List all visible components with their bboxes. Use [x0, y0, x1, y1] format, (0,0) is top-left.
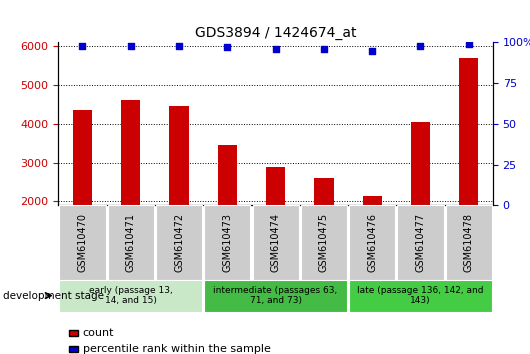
Text: GSM610478: GSM610478 — [464, 213, 474, 272]
Point — [78, 43, 87, 48]
Text: GSM610474: GSM610474 — [271, 213, 280, 272]
Text: development stage: development stage — [3, 291, 104, 301]
Point — [464, 41, 473, 47]
Point — [320, 46, 328, 52]
Text: GSM610476: GSM610476 — [367, 213, 377, 272]
Text: GSM610475: GSM610475 — [319, 213, 329, 272]
Point — [127, 43, 135, 48]
Text: count: count — [83, 328, 114, 338]
Bar — [411, 122, 430, 279]
Bar — [218, 145, 237, 279]
Bar — [363, 196, 382, 279]
Bar — [73, 110, 92, 279]
Text: early (passage 13,
14, and 15): early (passage 13, 14, and 15) — [89, 286, 173, 305]
Text: GSM610473: GSM610473 — [222, 213, 232, 272]
Text: percentile rank within the sample: percentile rank within the sample — [83, 344, 270, 354]
Bar — [459, 58, 479, 279]
Text: intermediate (passages 63,
71, and 73): intermediate (passages 63, 71, and 73) — [214, 286, 338, 305]
Bar — [314, 178, 333, 279]
Title: GDS3894 / 1424674_at: GDS3894 / 1424674_at — [195, 26, 356, 40]
Text: GSM610472: GSM610472 — [174, 213, 184, 272]
Bar — [121, 100, 140, 279]
Point — [416, 43, 425, 48]
Text: GSM610470: GSM610470 — [77, 213, 87, 272]
Bar — [266, 167, 285, 279]
Point — [271, 46, 280, 52]
Point — [368, 48, 376, 53]
Text: late (passage 136, 142, and
143): late (passage 136, 142, and 143) — [357, 286, 484, 305]
Text: GSM610477: GSM610477 — [416, 213, 426, 272]
Point — [223, 45, 232, 50]
Text: GSM610471: GSM610471 — [126, 213, 136, 272]
Bar — [170, 106, 189, 279]
Point — [175, 43, 183, 48]
